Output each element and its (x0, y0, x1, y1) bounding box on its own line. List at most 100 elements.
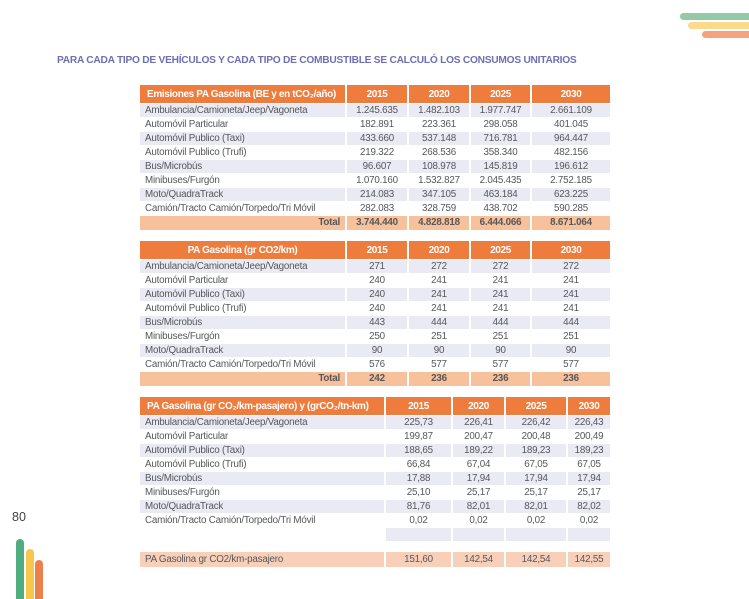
total-row: Total 3.744.440 4.828.818 6.444.066 8.671.06… (140, 215, 610, 230)
cell-value: 67,05 (504, 457, 567, 472)
cell-value: 272 (407, 259, 470, 274)
total-value: 8.671.064 (530, 215, 610, 230)
row-label: Automóvil Publico (Taxi) (140, 287, 346, 302)
summary-value: 142,54 (451, 551, 505, 567)
table-row: Camión/Tracto Camión/Torpedo/Tri Móvil 57… (140, 357, 610, 372)
table-row: Bus/Microbús 17,88 17,94 17,94 17,94 (140, 471, 610, 486)
cell-value: 67,04 (451, 457, 505, 472)
cell-value: 241 (407, 301, 470, 316)
table-title: PA Gasolina (gr CO2/km) (140, 240, 346, 260)
empty-row (140, 527, 610, 541)
data-table-1: Emisiones PA Gasolina (BE y en tCO₂/año)… (140, 84, 610, 230)
cell-value: 145.819 (469, 159, 531, 174)
cell-value: 67,05 (566, 457, 610, 472)
year-header: 2020 (407, 84, 470, 104)
table-row: Ambulancia/Camioneta/Jeep/Vagoneta 225,73… (140, 415, 610, 430)
cell-value: 189,23 (504, 443, 567, 458)
year-header: 2015 (384, 396, 452, 416)
table-row: Automóvil Publico (Taxi) 240 241 241 241 (140, 287, 610, 302)
cell-value: 716.781 (469, 131, 531, 146)
row-label: Moto/QuadraTrack (140, 343, 346, 358)
cell-value: 25,17 (566, 485, 610, 500)
page-title: PARA CADA TIPO DE VEHÍCULOS Y CADA TIPO … (57, 55, 577, 66)
year-header: 2020 (451, 396, 505, 416)
cell-value: 241 (530, 273, 610, 288)
row-label: Automóvil Particular (140, 117, 346, 132)
cell-value: 250 (345, 329, 408, 344)
cell-value: 108.978 (407, 159, 470, 174)
row-label: Minibuses/Furgón (140, 329, 346, 344)
table-row: Bus/Microbús 443 444 444 444 (140, 315, 610, 330)
table-row: Moto/QuadraTrack 214.083 347.105 463.184 623… (140, 187, 610, 202)
table-row: Automóvil Particular 240 241 241 241 (140, 273, 610, 288)
cell-value: 964.447 (530, 131, 610, 146)
table-row: Minibuses/Furgón 250 251 251 251 (140, 329, 610, 344)
deco-vbar-yellow (26, 549, 34, 599)
row-label: Automóvil Particular (140, 429, 385, 444)
row-label: Ambulancia/Camioneta/Jeep/Vagoneta (140, 103, 346, 118)
table-row: Minibuses/Furgón 1.070.160 1.532.827 2.045.… (140, 173, 610, 188)
cell-value: 25,17 (451, 485, 505, 500)
total-value: 236 (407, 371, 470, 386)
cell-value: 241 (469, 273, 531, 288)
cell-value: 189,23 (566, 443, 610, 458)
year-header: 2025 (504, 396, 567, 416)
data-table-3: PA Gasolina (gr CO₂/km-pasajero) y (grCO… (140, 396, 610, 541)
total-row: Total 242 236 236 236 (140, 371, 610, 386)
cell-value (384, 527, 452, 541)
bottom-left-decoration (14, 537, 48, 599)
total-value: 6.444.066 (469, 215, 531, 230)
cell-value: 241 (469, 287, 531, 302)
cell-value: 577 (530, 357, 610, 372)
cell-value: 298.058 (469, 117, 531, 132)
row-label: Minibuses/Furgón (140, 173, 346, 188)
cell-value: 482.156 (530, 145, 610, 160)
cell-value: 576 (345, 357, 408, 372)
cell-value: 577 (407, 357, 470, 372)
cell-value: 189,22 (451, 443, 505, 458)
cell-value: 82,01 (451, 499, 505, 514)
cell-value: 271 (345, 259, 408, 274)
summary-value: 142,55 (566, 551, 610, 567)
deco-vbar-green (16, 539, 24, 599)
table-row: Moto/QuadraTrack 81,76 82,01 82,01 82,02 (140, 499, 610, 514)
cell-value: 241 (407, 273, 470, 288)
cell-value: 96.607 (345, 159, 408, 174)
cell-value: 272 (469, 259, 531, 274)
total-value: 236 (530, 371, 610, 386)
row-label: Automóvil Publico (Trufi) (140, 301, 346, 316)
cell-value: 0,02 (384, 513, 452, 528)
cell-value: 226,42 (504, 415, 567, 430)
cell-value: 251 (530, 329, 610, 344)
year-header: 2030 (530, 240, 610, 260)
cell-value: 240 (345, 273, 408, 288)
year-header: 2015 (345, 84, 408, 104)
row-label: Automóvil Publico (Taxi) (140, 443, 385, 458)
cell-value: 82,01 (504, 499, 567, 514)
deco-bar-green (680, 13, 749, 20)
cell-value: 2.752.185 (530, 173, 610, 188)
row-label: Moto/QuadraTrack (140, 187, 346, 202)
cell-value: 443 (345, 315, 408, 330)
row-label: Bus/Microbús (140, 315, 346, 330)
cell-value: 199,87 (384, 429, 452, 444)
cell-value: 1.482.103 (407, 103, 470, 118)
row-label: Automóvil Particular (140, 273, 346, 288)
year-header: 2030 (566, 396, 610, 416)
header-row: PA Gasolina (gr CO₂/km-pasajero) y (grCO… (140, 396, 610, 416)
cell-value: 251 (469, 329, 531, 344)
table-row: Automóvil Publico (Taxi) 188,65 189,22 189,… (140, 443, 610, 458)
cell-value: 17,94 (504, 471, 567, 486)
table-row: Camión/Tracto Camión/Torpedo/Tri Móvil 0,… (140, 513, 610, 528)
table-row: Automóvil Particular 182.891 223.361 298.05… (140, 117, 610, 132)
table-row: Automóvil Publico (Trufi) 66,84 67,04 67,05… (140, 457, 610, 472)
cell-value: 590.285 (530, 201, 610, 216)
cell-value: 1.070.160 (345, 173, 408, 188)
cell-value: 444 (530, 315, 610, 330)
cell-value: 17,94 (451, 471, 505, 486)
cell-value: 282.083 (345, 201, 408, 216)
cell-value: 182.891 (345, 117, 408, 132)
cell-value: 444 (407, 315, 470, 330)
cell-value: 241 (530, 287, 610, 302)
